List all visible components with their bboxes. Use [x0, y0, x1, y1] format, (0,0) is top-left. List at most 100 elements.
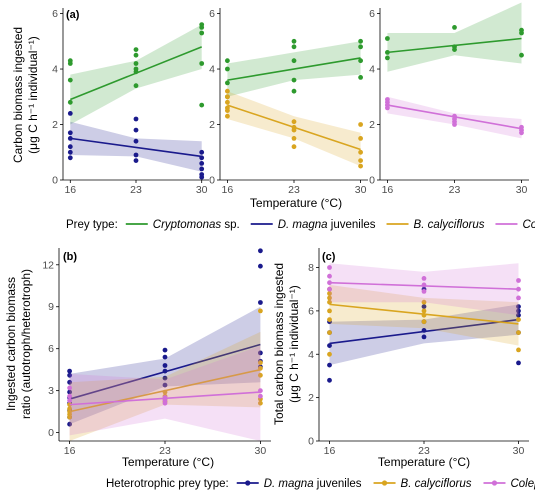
panel-a-sub-3: 16 23 30 0 2 4 6 [369, 2, 529, 196]
panel-a-sub-2-Bcalyciflorus-point-15 [358, 163, 363, 169]
panel-a-sub-2-Bcalyciflorus-point-8 [291, 127, 297, 133]
panel-a-sub-2-Cryptomonas-point-5 [291, 44, 297, 50]
panel-b-Dmagna-point-2 [67, 379, 72, 385]
panel-b-Dmagna-point-3 [67, 389, 72, 395]
panel-a-sub-1-Cryptomonas-point-13 [199, 61, 205, 66]
panel-c-Bcalyciflorus-point-2 [327, 295, 332, 301]
panel-a-sub-2-Bcalyciflorus-point-2 [225, 99, 230, 105]
panel-a-sub-2-Cryptomonas-point-10 [358, 44, 363, 50]
legend-bottom-item-2: Coleps sp. [510, 478, 535, 490]
panel-a-sub-1-Cryptomonas-point-3 [67, 99, 73, 105]
panel-a-sub-1-Dmagna-point-14 [199, 166, 205, 172]
panel-b-Coleps-point-5 [162, 400, 168, 406]
panel-a-sub-1-Cryptomonas-band [70, 24, 202, 125]
panel-c-Bcalyciflorus-point-13 [516, 330, 521, 335]
panel-c-Dmagna-point-6 [421, 304, 427, 309]
panel-a-sub-2-Bcalyciflorus-point-12 [358, 136, 363, 141]
panel-c-Bcalyciflorus-point-9 [421, 308, 427, 314]
panel-a-sub-2-y-tick-label-0: 0 [209, 175, 215, 187]
panel-c-y-axis-title-line-2: (μg C h⁻¹ individual⁻¹) [287, 285, 301, 403]
panel-b-Coleps-fit-line [69, 391, 261, 406]
panel-c-y-axis-title: Total carbon biomass ingested(μg C h⁻¹ i… [272, 263, 301, 425]
panel-b-Coleps-point-2 [67, 398, 72, 403]
panel-a-sub-1-Dmagna-point-16 [199, 174, 205, 180]
panel-c-Dmagna-point-14 [516, 360, 521, 366]
panel-c-Bcalyciflorus-point-1 [327, 291, 332, 296]
panel-a-sub-1-x-tick-label-0: 16 [64, 184, 76, 196]
panel-c-Dmagna-point-2 [327, 343, 332, 348]
panel-a-sub-1-Cryptomonas-point-6 [133, 61, 139, 66]
panel-b-y-axis-title-line-2: ratio (autotroph/heterotroph) [19, 269, 33, 419]
panel-b-y-tick-label-1: 3 [48, 385, 54, 397]
panel-b-Bcalyciflorus-point-14 [258, 400, 263, 406]
panel-a-sub-1-Dmagna-point-3 [67, 144, 73, 150]
panel-a-sub-1-y-tick-label-0: 0 [52, 175, 58, 187]
panel-a-sub-2-Bcalyciflorus-point-14 [358, 158, 363, 164]
panel-b-y-axis-title-line-1: Ingested carbon biomass [4, 277, 18, 411]
panel-c-label: (c) [322, 251, 336, 263]
legend-top-item-3: Coleps sp. [522, 219, 535, 231]
panel-a-sub-2-x-tick-label-2: 30 [355, 184, 367, 196]
legend-top-item-2-italic: B. calyciflorus [414, 219, 485, 231]
panel-c-Bcalyciflorus-point-7 [327, 351, 332, 357]
panel-a-sub-2-Cryptomonas-point-2 [225, 80, 230, 86]
panel-b-Bcalyciflorus-fit-line [69, 368, 261, 413]
legend-top-item-1-rest: juveniles [328, 219, 376, 231]
legend-top: Prey type: Cryptomonas sp. D. magna juveni… [66, 219, 535, 231]
panel-c-Dmagna-point-10 [516, 304, 521, 309]
panel-b-Coleps-point-0 [67, 385, 72, 391]
panel-a-sub-2-y-tick-label-2: 4 [209, 64, 215, 76]
legend-bottom-item-1-italic: B. calyciflorus [401, 478, 472, 490]
panel-a-sub-1-y-tick-label-3: 6 [52, 8, 58, 20]
legend-top-item-0-italic: Cryptomonas [153, 219, 222, 231]
panel-a-sub-2-Bcalyciflorus-point-13 [358, 149, 363, 155]
panel-c-Dmagna-point-3 [327, 362, 332, 368]
panel-c-Bcalyciflorus-point-11 [421, 319, 427, 325]
panel-a-sub-1-Cryptomonas-point-11 [199, 25, 205, 30]
panel-b-x-axis-title: Temperature (°C) [122, 455, 214, 469]
panel-a-sub-1-Cryptomonas-point-1 [67, 61, 73, 66]
panel-c-x-tick-label-0: 16 [324, 445, 336, 457]
panel-a-sub-1-Dmagna-point-1 [67, 130, 73, 136]
panel-a-y-axis-title-line-1: Carbon biomass ingested [11, 27, 25, 163]
panel-a-sub-3-y-tick-label-0: 0 [369, 175, 375, 187]
panel-a-label: (a) [66, 9, 80, 21]
panel-b-Dmagna-point-15 [258, 248, 263, 254]
panel-a-sub-1-Dmagna-point-7 [133, 127, 139, 133]
panel-a-sub-1-Dmagna-point-8 [133, 138, 139, 144]
panel-a-sub-2-x-tick-label-0: 16 [222, 184, 234, 196]
panel-b-label: (b) [63, 251, 77, 263]
panel-c-y-tick-label-3: 6 [308, 305, 314, 317]
panel-b-Dmagna-point-18 [258, 350, 263, 356]
panel-b-Dmagna-fit-line [69, 343, 261, 400]
panel-a-sub-1-Cryptomonas-fit-line [70, 46, 202, 101]
panel-c-Bcalyciflorus-point-6 [327, 330, 332, 335]
panel-c-Coleps-point-3 [327, 286, 332, 292]
panel-c-Bcalyciflorus-point-8 [421, 299, 427, 305]
panel-a-sub-3-x-tick-label-2: 30 [516, 184, 528, 196]
panel-c-Coleps-fit-line [329, 281, 519, 291]
panel-c-Coleps-point-0 [327, 265, 332, 270]
panel-a-sub-3-y-tick-label-2: 4 [369, 64, 375, 76]
panel-b-Dmagna-point-9 [162, 347, 168, 353]
panel-a-sub-1-Cryptomonas-point-5 [133, 52, 139, 58]
panel-c: 16 23 30 0 2 4 6 8 (c) Temperature (°C) Total carb… [272, 248, 529, 469]
panel-a-sub-3-Cryptomonas-point-7 [519, 30, 524, 36]
panel-a-sub-1-Cryptomonas-point-4 [133, 47, 139, 52]
panel-a-sub-1-Dmagna-point-13 [199, 161, 205, 166]
panel-b-Dmagna-point-11 [162, 363, 168, 368]
panel-b-Coleps-point-7 [258, 393, 263, 399]
panel-c-y-tick-label-2: 4 [308, 349, 314, 361]
panel-b-x-tick-label-0: 16 [64, 445, 76, 457]
panel-a-sub-1-Cryptomonas-point-12 [199, 30, 205, 36]
panel-c-Coleps-point-1 [327, 273, 332, 279]
panel-a-sub-2-y-tick-label-1: 2 [209, 119, 215, 131]
legend-bottom-item-1: B. calyciflorus [401, 478, 472, 490]
panel-b-Bcalyciflorus-point-9 [258, 308, 263, 314]
legend-top-item-2: B. calyciflorus [414, 219, 485, 231]
panel-b-Bcalyciflorus-point-4 [67, 414, 72, 420]
panel-a-sub-1-Cryptomonas-point-9 [133, 83, 139, 89]
panel-a-sub-2-Bcalyciflorus-point-0 [225, 88, 230, 94]
panel-c-Bcalyciflorus-fit-line [329, 303, 519, 325]
